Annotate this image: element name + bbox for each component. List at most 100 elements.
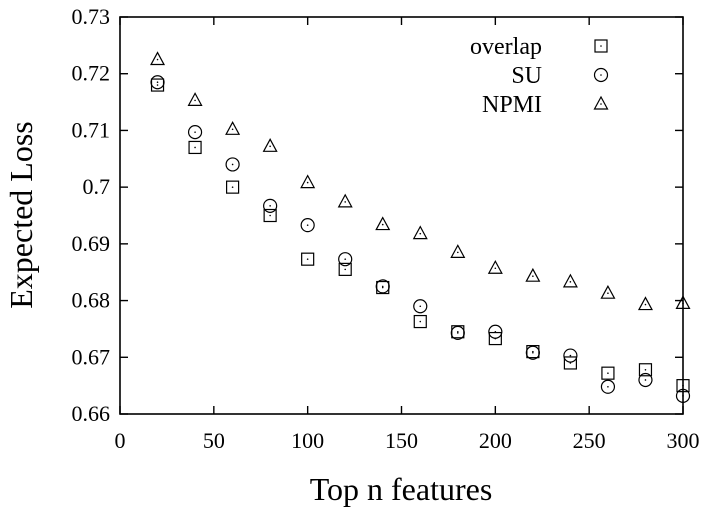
circle-point-center [269,205,271,207]
y-tick-label: 0.69 [72,231,111,256]
legend-label: overlap [470,34,542,60]
triangle-point [637,296,653,311]
circle-point-center [194,131,196,133]
triangle-point [450,244,466,258]
triangle-point [525,267,541,282]
legend-triangle-marker [593,95,609,110]
circle-point-center [532,351,534,354]
square-point-center [381,286,384,289]
plot-frame [119,16,684,415]
circle-point [525,345,540,360]
triangle-point-center [607,292,609,294]
square-point-center [269,214,271,217]
triangle-point [337,193,353,208]
circle-point-center [344,258,347,260]
triangle-point [487,259,503,274]
legend: overlap SU NPMI [470,34,609,118]
x-tick-label: 300 [667,428,700,453]
square-point-center [532,350,534,353]
circle-point-center [381,285,384,288]
circle-point [600,379,616,394]
circle-point [638,372,653,388]
triangle-point [262,138,278,152]
y-tick-label: 0.72 [72,61,111,86]
triangle-point [562,273,578,288]
x-axis-title: Top n features [310,471,493,507]
square-point-center [194,146,196,149]
circle-point-center [419,305,422,308]
x-tick-label: 200 [479,428,512,453]
triangle-point-center [344,201,347,203]
legend-circle-marker [593,67,609,83]
triangle-point-center [569,281,572,283]
x-tick-label: 250 [573,428,606,453]
x-tick-label: 50 [203,428,225,453]
y-tick-label: 0.7 [83,174,111,199]
triangle-point [675,295,691,310]
circle-point [338,252,353,267]
triangle-point-center [381,223,384,226]
x-tick-label: 150 [385,428,418,453]
square-point-center [457,330,459,333]
square-point-center [156,84,159,86]
circle-point-center [306,224,309,226]
triangle-point-center [644,303,647,306]
triangle-point-center [269,145,271,148]
circle-point [225,157,240,172]
circle-point [187,125,203,140]
square-point [638,363,653,377]
square-point [301,252,315,266]
triangle-point [187,92,203,106]
circle-point [563,348,578,363]
square-point [188,140,202,155]
y-tick-label: 0.71 [72,117,111,142]
circle-point [300,218,315,233]
circle-point [263,198,278,213]
square-point [263,208,277,223]
series-square [150,78,690,393]
circle-point-center [457,332,459,334]
triangle-point [150,51,166,66]
circle-point-center [644,379,647,381]
triangle-point [412,225,428,240]
circle-point [675,388,691,403]
square-point [676,379,690,393]
series-triangle [150,51,691,311]
square-point [226,180,240,194]
square-point [601,366,615,380]
legend-label: NPMI [482,92,542,118]
triangle-point-center [457,251,459,254]
square-point-center [306,258,309,260]
circle-point-center [494,330,497,333]
triangle-point-center [306,181,309,184]
square-point [338,262,352,276]
y-tick-labels: 0.66 0.67 0.68 0.69 0.7 0.71 0.72 0.73 [72,4,111,426]
y-tick-label: 0.73 [72,4,111,29]
circle-point [375,279,390,294]
square-point-center [344,268,347,271]
circle-point [413,299,428,314]
circle-point-center [156,81,159,84]
y-tick-label: 0.68 [72,288,111,313]
triangle-point-center [532,275,534,277]
circle-point-center [569,354,572,357]
square-point [413,314,427,329]
circle-point [150,75,165,90]
square-point-center [607,372,609,374]
series-circle [150,75,691,403]
x-tick-labels: 0 50 100 150 200 250 300 [115,428,700,453]
triangle-point [225,121,241,135]
triangle-point [375,216,391,231]
legend-triangle-marker-center [600,103,602,105]
data-marks [150,51,691,403]
y-tick-label: 0.66 [72,401,111,426]
square-point-center [231,186,234,188]
x-tick-label: 0 [115,428,126,453]
square-point-center [682,384,684,387]
legend-label: SU [511,63,542,89]
triangle-point-center [156,58,159,61]
circle-point-center [231,163,234,166]
circle-point [450,325,465,340]
triangle-point-center [231,128,234,131]
